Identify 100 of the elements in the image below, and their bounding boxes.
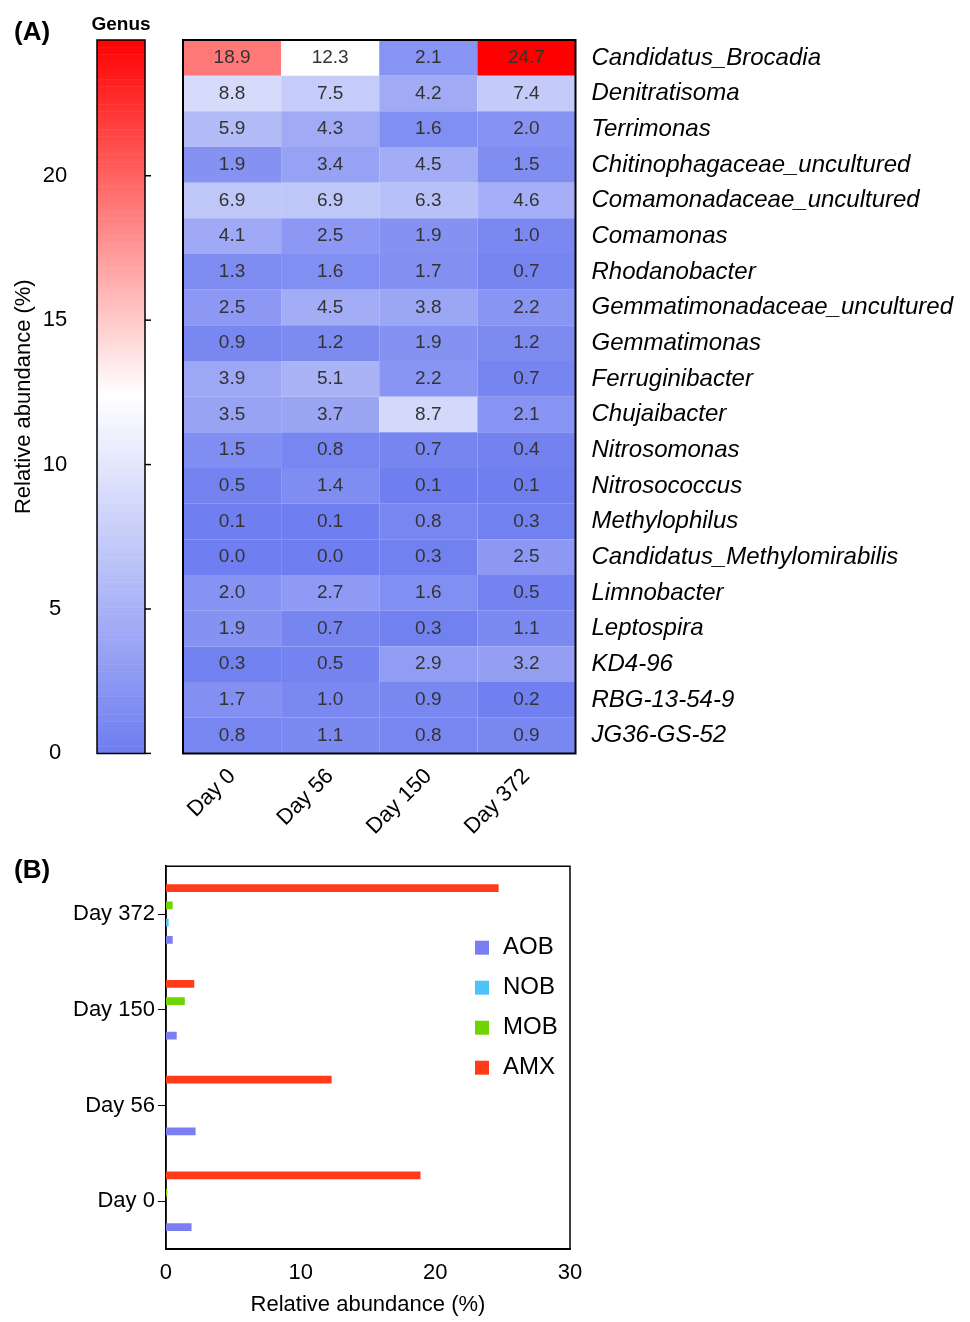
data-label: 0.9: [513, 723, 540, 745]
x-tick-label: Day 150: [360, 762, 437, 839]
data-label: 1.4: [316, 474, 344, 496]
data-label: 0.5: [218, 474, 246, 496]
data-label: 6.9: [316, 188, 344, 210]
x-axis-title: Relative abundance (%): [250, 1290, 486, 1316]
y-tick-label: Limnobacter: [591, 577, 725, 605]
data-label: 2.2: [513, 295, 540, 317]
y-tick-label: JG36-GS-52: [590, 720, 727, 748]
data-label: 1.9: [218, 153, 246, 175]
bar: [165, 936, 173, 944]
data-label: 0.7: [513, 367, 540, 389]
data-label: 0.1: [513, 474, 540, 496]
data-label: 0.4: [513, 438, 541, 460]
bar: [165, 1171, 421, 1180]
data-label: 1.6: [415, 117, 442, 139]
data-label: 0.2: [513, 688, 540, 710]
data-label: 1.7: [415, 260, 442, 282]
data-label: 3.9: [218, 367, 246, 389]
data-label: 5.1: [316, 367, 344, 389]
color-bar-label: 15: [42, 306, 68, 332]
data-label: 0.1: [218, 509, 246, 531]
bar: [165, 918, 169, 927]
chart-title: (B): [14, 854, 51, 885]
y-tick-label: Rhodanobacter: [591, 256, 757, 284]
y-tick-label: Comamonas: [591, 220, 728, 248]
y-tick-label: Terrimonas: [591, 113, 711, 141]
data-label: 8.8: [218, 81, 246, 103]
data-label: 4.5: [415, 153, 442, 175]
data-label: 2.5: [218, 295, 246, 317]
data-label: 18.9: [213, 46, 251, 68]
y-tick-label: Day 150: [72, 995, 155, 1021]
data-label: 0.8: [415, 723, 442, 745]
data-label: 3.8: [415, 295, 442, 317]
data-label: 5.9: [218, 117, 246, 139]
data-label: 0.8: [316, 438, 344, 460]
data-label: 2.5: [513, 545, 540, 567]
data-label: 4.6: [513, 188, 540, 210]
y-tick-label: Chujaibacter: [591, 399, 728, 427]
data-label: 4.3: [316, 117, 344, 139]
data-label: 1.5: [513, 153, 540, 175]
data-label: 1.9: [415, 331, 442, 353]
y-tick-label: Nitrosococcus: [591, 470, 743, 498]
data-label: 7.5: [316, 81, 344, 103]
data-label: 2.0: [218, 581, 246, 603]
y-tick-label: Candidatus_Methylomirabilis: [591, 541, 899, 569]
data-label: 0.0: [316, 545, 344, 567]
color-bar-title: Relative abundance (%): [10, 279, 36, 515]
data-label: 0.3: [513, 509, 540, 531]
y-tick-label: Day 0: [97, 1187, 155, 1213]
data-label: 0.7: [316, 616, 344, 638]
y-tick-label: Nitrosomonas: [591, 434, 740, 462]
y-tick-label: Day 56: [85, 1091, 155, 1117]
data-label: 1.2: [513, 331, 540, 353]
data-label: 2.2: [415, 367, 442, 389]
bar: [165, 901, 173, 910]
bar: [165, 1075, 332, 1084]
bar: [165, 997, 185, 1006]
color-bar-label: 0: [48, 739, 62, 765]
data-label: 4.5: [316, 295, 344, 317]
data-label: 0.5: [316, 652, 344, 674]
legend-title: Genus: [91, 12, 151, 34]
data-label: 2.0: [513, 117, 540, 139]
data-label: 0.7: [513, 260, 540, 282]
y-tick-label: RBG-13-54-9: [591, 684, 735, 712]
data-label: 2.9: [415, 652, 442, 674]
data-label: 1.1: [316, 723, 344, 745]
data-label: 1.0: [316, 688, 344, 710]
data-label: 1.2: [316, 331, 344, 353]
data-label: 0.3: [415, 616, 442, 638]
y-tick-label: Comamonadaceae_uncultured: [591, 185, 921, 213]
data-label: 1.1: [513, 616, 540, 638]
data-label: 4.1: [218, 224, 246, 246]
data-label: 2.1: [513, 402, 540, 424]
data-label: 1.3: [218, 260, 246, 282]
data-label: 6.3: [415, 188, 442, 210]
y-tick-label: KD4-96: [591, 648, 674, 676]
data-label: 4.2: [415, 81, 442, 103]
y-tick-label: Gemmatimonadaceae_uncultured: [591, 292, 954, 320]
legend-label: NOB: [503, 972, 556, 1000]
data-label: 1.6: [415, 581, 442, 603]
data-label: 0.1: [415, 474, 442, 496]
bar: [165, 1127, 196, 1136]
data-label: 0.7: [415, 438, 442, 460]
data-label: 0.1: [316, 509, 344, 531]
bar: [165, 980, 195, 988]
color-bar-label: 10: [42, 450, 68, 476]
data-label: 0.3: [218, 652, 246, 674]
y-tick-label: Day 372: [72, 900, 155, 926]
data-label: 2.1: [415, 46, 442, 68]
bar: [165, 1223, 192, 1232]
y-tick-label: Chitinophagaceae_uncultured: [591, 149, 912, 177]
data-label: 3.7: [316, 402, 344, 424]
data-label: 1.9: [415, 224, 442, 246]
data-label: 12.3: [311, 46, 349, 68]
y-tick-label: Denitratisoma: [591, 78, 740, 106]
data-label: 3.2: [513, 652, 540, 674]
y-tick-label: Methylophilus: [591, 506, 739, 534]
bar: [165, 884, 499, 893]
data-label: 0.5: [513, 581, 540, 603]
